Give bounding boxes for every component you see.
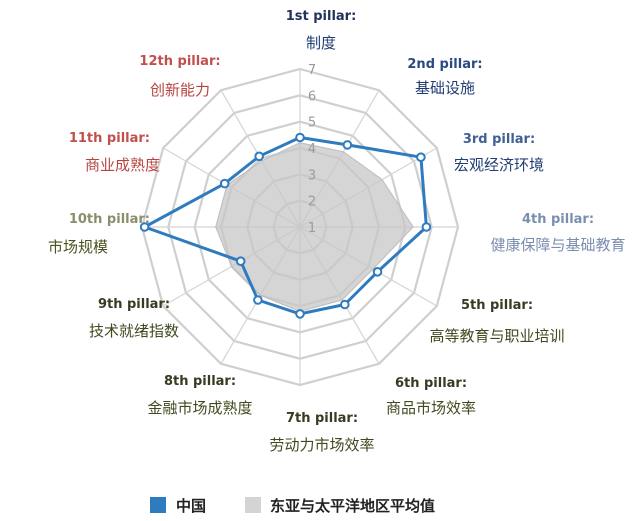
axis-label-en: 3rd pillar: [463, 132, 535, 147]
axis-label-7: 7th pillar: 劳动力市场效率 [269, 411, 374, 454]
series-point-china [416, 152, 426, 162]
series-point-china [340, 299, 350, 310]
axis-label-3: 3rd pillar: 宏观经济环境 [454, 132, 544, 174]
legend-label-average: 东亚与太平洋地区平均值 [270, 497, 435, 515]
axis-label-1: 1st pillar: 制度 [286, 9, 357, 52]
tick-label: 7 [308, 63, 316, 78]
axis-label-en: 10th pillar: [69, 212, 150, 227]
legend-label-china: 中国 [176, 497, 206, 515]
axis-label-zh: 商业成熟度 [85, 156, 160, 174]
tick-label: 2 [308, 195, 316, 210]
series-point-china [139, 222, 150, 232]
axis-labels: 1st pillar: 制度 2nd pillar: 基础设施 3rd pillar: 宏… [48, 9, 626, 454]
axis-label-zh: 宏观经济环境 [454, 156, 544, 174]
tick-label: 3 [308, 168, 316, 183]
axis-label-zh: 劳动力市场效率 [269, 436, 374, 454]
axis-label-zh: 技术就绪指数 [89, 322, 179, 340]
axis-label-en: 5th pillar: [461, 298, 533, 313]
axis-label-11: 11th pillar: 商业成熟度 [69, 131, 160, 174]
axis-label-zh: 制度 [306, 34, 336, 52]
series-point-china [372, 267, 383, 277]
axis-label-en: 7th pillar: [286, 411, 358, 426]
series-point-china [342, 140, 353, 150]
axis-label-en: 12th pillar: [139, 54, 220, 69]
series-layer [139, 132, 432, 319]
axis-label-4: 4th pillar: 健康保障与基础教育 [490, 212, 625, 254]
axis-label-8: 8th pillar: 金融市场成熟度 [147, 374, 252, 417]
legend-swatch-average [245, 497, 261, 513]
axis-label-2: 2nd pillar: 基础设施 [407, 57, 482, 97]
axis-label-en: 6th pillar: [395, 376, 467, 391]
series-point-china [219, 178, 230, 189]
tick-label: 4 [308, 142, 316, 157]
series-point-china [295, 132, 305, 143]
tick-labels: 1 2 3 4 5 6 7 [308, 63, 316, 236]
series-point-china [295, 309, 305, 319]
axis-label-zh: 金融市场成熟度 [147, 399, 252, 417]
axis-label-6: 6th pillar: 商品市场效率 [386, 376, 476, 417]
axis-label-zh: 创新能力 [150, 81, 210, 99]
series-point-china [235, 256, 246, 267]
axis-label-en: 2nd pillar: [407, 57, 482, 72]
axis-label-zh: 基础设施 [415, 79, 475, 97]
axis-label-en: 8th pillar: [164, 374, 236, 389]
axis-label-zh: 高等教育与职业培训 [429, 327, 564, 345]
tick-label: 6 [308, 89, 316, 104]
tick-label: 5 [308, 116, 316, 131]
axis-label-en: 1st pillar: [286, 9, 357, 24]
legend-swatch-china [150, 497, 166, 513]
axis-label-en: 9th pillar: [98, 297, 170, 312]
tick-label: 1 [308, 221, 316, 236]
axis-label-zh: 商品市场效率 [386, 399, 476, 417]
axis-label-10: 10th pillar: 市场规模 [48, 212, 150, 256]
axis-label-12: 12th pillar: 创新能力 [139, 54, 220, 99]
series-point-china [421, 222, 432, 232]
axis-label-5: 5th pillar: 高等教育与职业培训 [429, 298, 564, 345]
series-point-china [253, 295, 263, 305]
legend: 中国 东亚与太平洋地区平均值 [150, 497, 435, 515]
axis-label-zh: 健康保障与基础教育 [490, 236, 625, 254]
axis-label-9: 9th pillar: 技术就绪指数 [89, 297, 179, 340]
axis-label-en: 4th pillar: [522, 212, 594, 227]
series-point-china [254, 151, 265, 162]
axis-label-zh: 市场规模 [48, 238, 108, 256]
axis-label-en: 11th pillar: [69, 131, 150, 146]
